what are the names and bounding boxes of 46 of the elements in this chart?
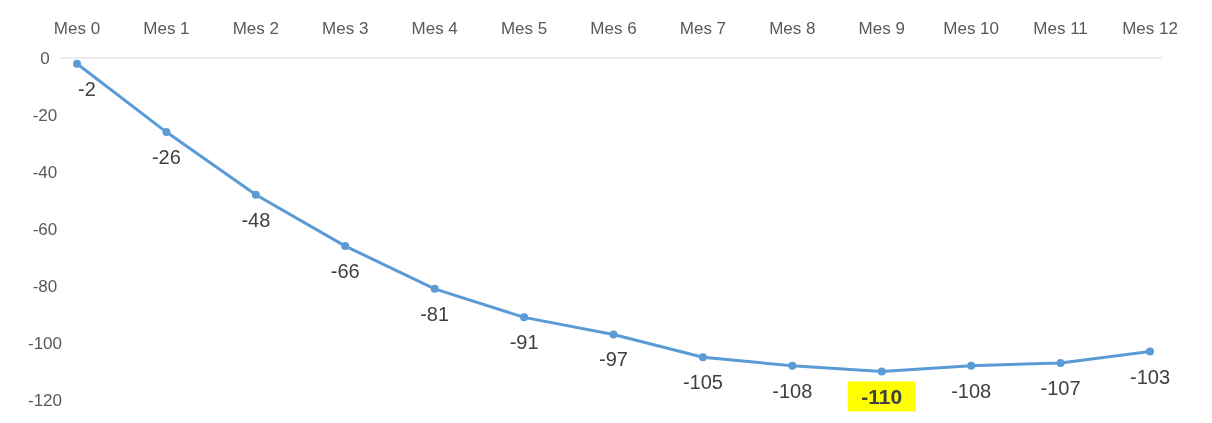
data-label: -66	[330, 260, 360, 283]
point	[520, 313, 529, 322]
y-tick-label: -20	[32, 106, 58, 125]
data-label: -105	[682, 371, 723, 394]
y-tick-label: -60	[32, 220, 58, 239]
x-tick-label: Mes 10	[943, 19, 1000, 38]
x-tick-label: Mes 3	[322, 19, 369, 38]
data-label: -91	[509, 331, 539, 354]
point	[162, 128, 171, 137]
point	[1056, 358, 1065, 367]
x-tick-label: Mes 4	[411, 19, 458, 38]
x-tick-label: Mes 7	[679, 19, 727, 38]
data-label: -103	[1129, 365, 1171, 388]
point	[1146, 347, 1154, 356]
x-tick-label: Mes 6	[590, 19, 637, 38]
x-tick-label: Mes 9	[858, 19, 905, 38]
point	[698, 353, 707, 362]
data-label: -48	[241, 208, 271, 231]
point	[609, 330, 618, 339]
data-label: -2	[78, 77, 96, 100]
x-tick-label: Mes 12	[1122, 19, 1178, 38]
data-label: -26	[151, 146, 181, 169]
y-tick-label: -120	[27, 391, 63, 410]
point	[877, 367, 886, 376]
y-tick-label: -40	[32, 163, 58, 182]
data-label: -108	[772, 379, 813, 402]
data-label: -108	[951, 379, 992, 402]
x-tick-label: Mes 8	[769, 19, 816, 38]
data-label: -81	[420, 302, 450, 325]
x-tick-label: Mes 11	[1033, 19, 1088, 38]
point	[341, 242, 350, 251]
point	[788, 361, 797, 370]
y-tick-label: 0	[40, 49, 50, 68]
x-tick-label: Mes 0	[53, 19, 101, 38]
x-tick-label: Mes 2	[232, 19, 279, 38]
annotation: -110	[861, 384, 903, 408]
x-tick-label: Mes 1	[143, 19, 190, 38]
point	[73, 59, 81, 68]
x-tick-label: Mes 5	[500, 19, 548, 38]
y-tick-label: -100	[27, 334, 63, 353]
data-label: -107	[1040, 376, 1081, 399]
point	[967, 361, 976, 370]
point	[430, 284, 439, 293]
y-tick-label: -80	[32, 277, 58, 296]
data-label: -97	[599, 348, 628, 371]
point	[251, 190, 260, 199]
